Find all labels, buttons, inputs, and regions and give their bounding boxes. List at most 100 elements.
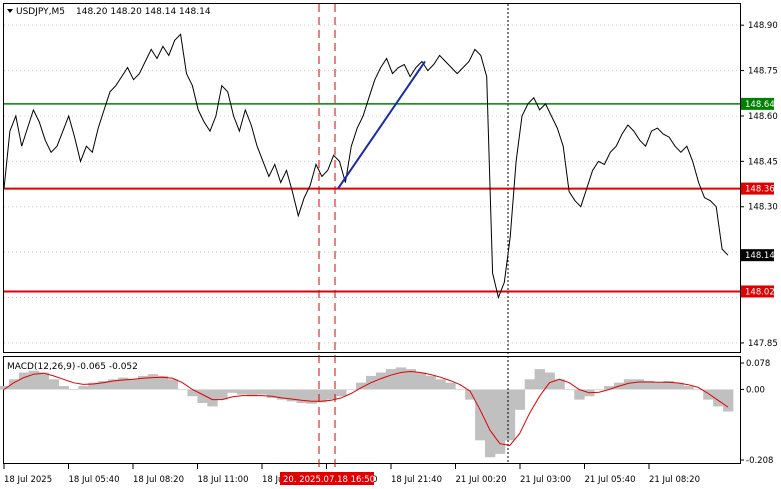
price-axis: 148.90 148.75 148.60 148.45 148.30 147.85: [740, 21, 778, 349]
macd-bar: [167, 379, 178, 390]
price-pane[interactable]: [3, 3, 741, 353]
macd-bar: [157, 375, 169, 390]
macd-signal-line: [3, 370, 729, 446]
macd-bar: [336, 389, 347, 397]
macd-bar: [633, 379, 645, 390]
macd-tick-label: -0.208: [746, 456, 773, 466]
macd-bar: [98, 380, 109, 390]
macd-bar: [127, 379, 139, 390]
macd-bar: [118, 377, 129, 390]
crosshair-time-badge: [280, 472, 374, 485]
macd-bar: [58, 386, 69, 390]
macd-bar: [326, 389, 337, 400]
time-tick-label: 18 Jul 08:20: [133, 475, 184, 485]
macd-bar: [455, 389, 466, 391]
macd-bar: [415, 372, 426, 390]
macd-bar: [594, 389, 605, 391]
macd-pane[interactable]: [3, 356, 741, 464]
time-tick-label: 21 Jul 08:20: [649, 475, 700, 485]
macd-bar: [88, 382, 99, 390]
macd-bar: [385, 369, 397, 390]
macd-label: MACD(12,26,9): [7, 362, 75, 372]
price-badge: [741, 285, 774, 298]
macd-bar: [356, 382, 367, 390]
macd-bar: [187, 389, 198, 397]
macd-bar: [485, 389, 496, 458]
price-badge: [741, 97, 774, 110]
macd-bar: [435, 379, 446, 390]
macd-bar: [673, 382, 684, 390]
price-badge-label: 148.14: [745, 251, 775, 261]
macd-bar: [375, 372, 387, 390]
macd-histogram: [0, 367, 734, 458]
macd-bar: [296, 389, 307, 404]
macd-bar: [494, 389, 506, 454]
macd-bar: [68, 389, 79, 391]
macd-bar: [108, 379, 119, 390]
macd-bar: [137, 375, 149, 390]
macd-bar: [18, 372, 30, 390]
macd-bar: [237, 389, 248, 395]
price-badge-label: 148.64: [745, 100, 775, 110]
macd-bar: [574, 389, 585, 400]
macd-bar: [217, 389, 228, 400]
collapse-triangle-icon[interactable]: [7, 9, 13, 13]
macd-bar: [604, 386, 615, 390]
macd-bar: [693, 389, 704, 391]
horizontal-levels: [4, 103, 740, 293]
macd-bar: [465, 389, 476, 400]
macd-bar: [246, 389, 258, 397]
macd-bar: [445, 382, 456, 390]
macd-bar: [395, 367, 407, 390]
macd-bar: [425, 375, 436, 390]
macd-bar: [544, 372, 555, 390]
macd-bar: [276, 389, 288, 400]
macd-bar: [703, 389, 714, 400]
price-badge-label: 148.36: [745, 185, 775, 195]
time-tick-label: 18 Jul 21:40: [391, 475, 442, 485]
macd-bar: [663, 380, 674, 390]
macd-bar: [38, 372, 50, 390]
macd-bar: [197, 389, 208, 404]
price-badge-label: 148.02: [745, 287, 775, 297]
macd-bar: [683, 386, 694, 390]
time-tick-label: 21 Jul 05:40: [585, 475, 636, 485]
macd-bar: [534, 369, 545, 390]
macd-bar: [286, 389, 297, 402]
macd-bar: [504, 389, 516, 441]
macd-bar: [207, 389, 218, 407]
macd-bar: [554, 379, 565, 390]
macd-bar: [316, 389, 327, 403]
price-tick-label: 148.60: [748, 112, 778, 122]
macd-bar: [306, 389, 317, 404]
price-badge: [741, 249, 774, 262]
macd-tick-label: 0.00: [746, 385, 765, 395]
ohlc-values: 148.20 148.20 148.14 148.14: [76, 7, 211, 17]
macd-bar: [723, 389, 734, 412]
macd-bar: [266, 389, 278, 398]
macd-bar: [78, 386, 89, 390]
price-tick-label: 148.45: [748, 157, 778, 167]
macd-bar: [643, 380, 655, 390]
time-tick-label: 18 Jul 1: [262, 475, 294, 485]
time-tick-label: 18 Jul 2025: [4, 475, 52, 485]
macd-bar: [564, 389, 575, 391]
time-tick-label: 18 Jul 05:40: [69, 475, 120, 485]
macd-tick-label: 0.078: [746, 359, 770, 369]
crosshair-time-label: 20. 2025.07.18 16:50: [283, 475, 375, 485]
macd-bar: [514, 389, 526, 410]
trendline[interactable]: [337, 60, 426, 190]
macd-bar: [227, 389, 238, 393]
macd-bar: [0, 386, 10, 390]
price-badges: 148.64 148.36 148.14 148.02: [741, 97, 775, 298]
macd-bar: [623, 379, 635, 390]
macd-axis: 0.078 0.00 -0.208: [740, 359, 773, 466]
macd-bar: [48, 379, 59, 390]
macd-bar: [147, 374, 159, 390]
macd-bar: [405, 369, 416, 390]
macd-bar: [177, 389, 188, 391]
macd-bar: [28, 370, 40, 390]
macd-bar: [524, 379, 536, 390]
price-tick-label: 148.30: [748, 203, 778, 213]
